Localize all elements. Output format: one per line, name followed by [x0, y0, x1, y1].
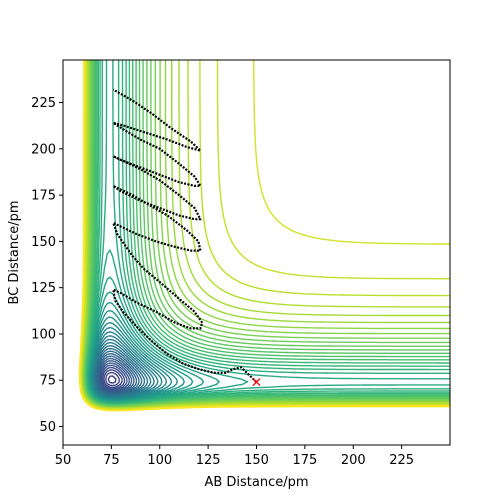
contour-line [107, 375, 117, 384]
y-tick-label: 225 [31, 96, 56, 111]
x-tick-label: 225 [389, 453, 414, 468]
y-tick-label: 100 [31, 327, 56, 342]
marker-layer [252, 378, 261, 387]
x-tick-label: 125 [196, 453, 221, 468]
contour-line [101, 366, 126, 390]
y-axis-label: BC Distance/pm [7, 200, 22, 304]
contour-line [99, 362, 130, 392]
contour-layer [78, 60, 450, 412]
y-tick-label: 150 [31, 235, 56, 250]
trajectory-line [112, 88, 258, 383]
contour-line [97, 357, 135, 394]
x-tick-label: 200 [341, 453, 366, 468]
end-marker [252, 378, 261, 387]
x-tick-label: 175 [292, 453, 317, 468]
x-tick-label: 75 [103, 453, 120, 468]
x-tick-label: 50 [55, 453, 72, 468]
contour-line [78, 60, 450, 412]
x-axis-label: AB Distance/pm [204, 475, 308, 490]
y-axis-ticks: 50 75 100 125 150 175 200 225 [31, 96, 63, 435]
x-tick-label: 100 [147, 453, 172, 468]
contour-line [105, 372, 120, 387]
contour-line [103, 369, 123, 389]
x-tick-label: 150 [244, 453, 269, 468]
x-axis-ticks: 50 75 100 125 150 175 200 225 [55, 445, 414, 468]
contour-line [98, 360, 133, 393]
trajectory-layer [112, 88, 258, 383]
y-tick-label: 50 [39, 420, 56, 435]
contour-line [100, 364, 128, 391]
y-tick-label: 175 [31, 189, 56, 204]
y-tick-label: 125 [31, 281, 56, 296]
y-tick-label: 75 [39, 374, 56, 389]
y-tick-label: 200 [31, 142, 56, 157]
